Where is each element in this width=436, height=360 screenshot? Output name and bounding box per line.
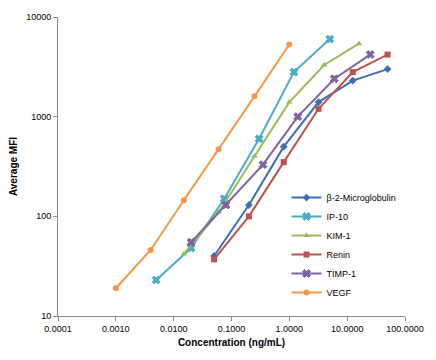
svg-text:0.0001: 0.0001 [44, 324, 72, 334]
svg-text:Concentration (ng/mL): Concentration (ng/mL) [178, 337, 285, 348]
svg-text:100: 100 [36, 211, 51, 221]
svg-text:Renin: Renin [327, 250, 351, 260]
svg-text:0.0010: 0.0010 [102, 324, 130, 334]
svg-text:TIMP-1: TIMP-1 [327, 269, 357, 279]
svg-text:1.0000: 1.0000 [276, 324, 304, 334]
svg-text:100.0000: 100.0000 [386, 324, 424, 334]
svg-text:10000: 10000 [26, 12, 51, 22]
svg-text:10.0000: 10.0000 [331, 324, 364, 334]
svg-text:KIM-1: KIM-1 [327, 231, 351, 241]
svg-text:IP-10: IP-10 [327, 212, 349, 222]
svg-text:0.1000: 0.1000 [218, 324, 246, 334]
svg-text:VEGF: VEGF [327, 288, 352, 298]
svg-text:10: 10 [41, 311, 51, 321]
svg-text:0.0100: 0.0100 [160, 324, 188, 334]
svg-text:Average MFI: Average MFI [8, 137, 19, 196]
svg-text:β-2-Microglobulin: β-2-Microglobulin [327, 193, 396, 203]
svg-text:1000: 1000 [31, 112, 51, 122]
